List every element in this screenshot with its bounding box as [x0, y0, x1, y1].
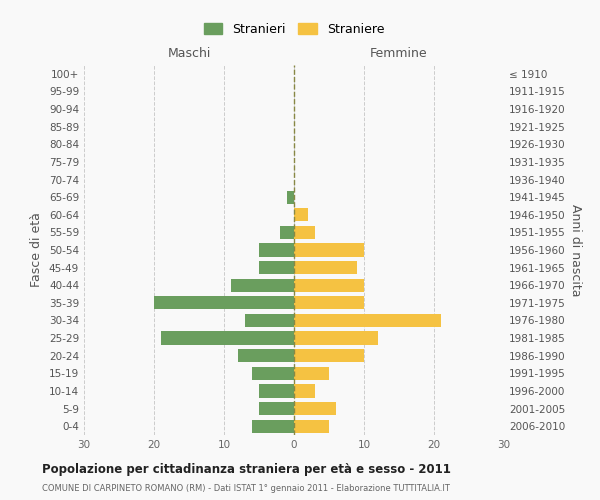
Bar	[294, 349, 364, 362]
Bar	[294, 402, 336, 415]
Bar	[245, 314, 294, 327]
Bar	[259, 261, 294, 274]
Bar	[280, 226, 294, 239]
Bar	[294, 226, 315, 239]
Bar	[259, 384, 294, 398]
Bar	[294, 366, 329, 380]
Bar	[294, 296, 364, 310]
Y-axis label: Anni di nascita: Anni di nascita	[569, 204, 582, 296]
Bar	[294, 244, 364, 256]
Bar	[154, 296, 294, 310]
Bar	[294, 314, 441, 327]
Bar	[259, 244, 294, 256]
Bar	[294, 384, 315, 398]
Text: COMUNE DI CARPINETO ROMANO (RM) - Dati ISTAT 1° gennaio 2011 - Elaborazione TUTT: COMUNE DI CARPINETO ROMANO (RM) - Dati I…	[42, 484, 450, 493]
Text: Femmine: Femmine	[370, 46, 428, 60]
Text: Maschi: Maschi	[167, 46, 211, 60]
Text: Popolazione per cittadinanza straniera per età e sesso - 2011: Popolazione per cittadinanza straniera p…	[42, 462, 451, 475]
Bar	[294, 208, 308, 222]
Y-axis label: Fasce di età: Fasce di età	[31, 212, 43, 288]
Bar	[231, 278, 294, 292]
Bar	[161, 332, 294, 344]
Bar	[294, 278, 364, 292]
Bar	[294, 261, 357, 274]
Bar	[259, 402, 294, 415]
Bar	[287, 190, 294, 204]
Legend: Stranieri, Straniere: Stranieri, Straniere	[203, 23, 385, 36]
Bar	[294, 332, 378, 344]
Bar	[238, 349, 294, 362]
Bar	[252, 420, 294, 433]
Bar	[294, 420, 329, 433]
Bar	[252, 366, 294, 380]
